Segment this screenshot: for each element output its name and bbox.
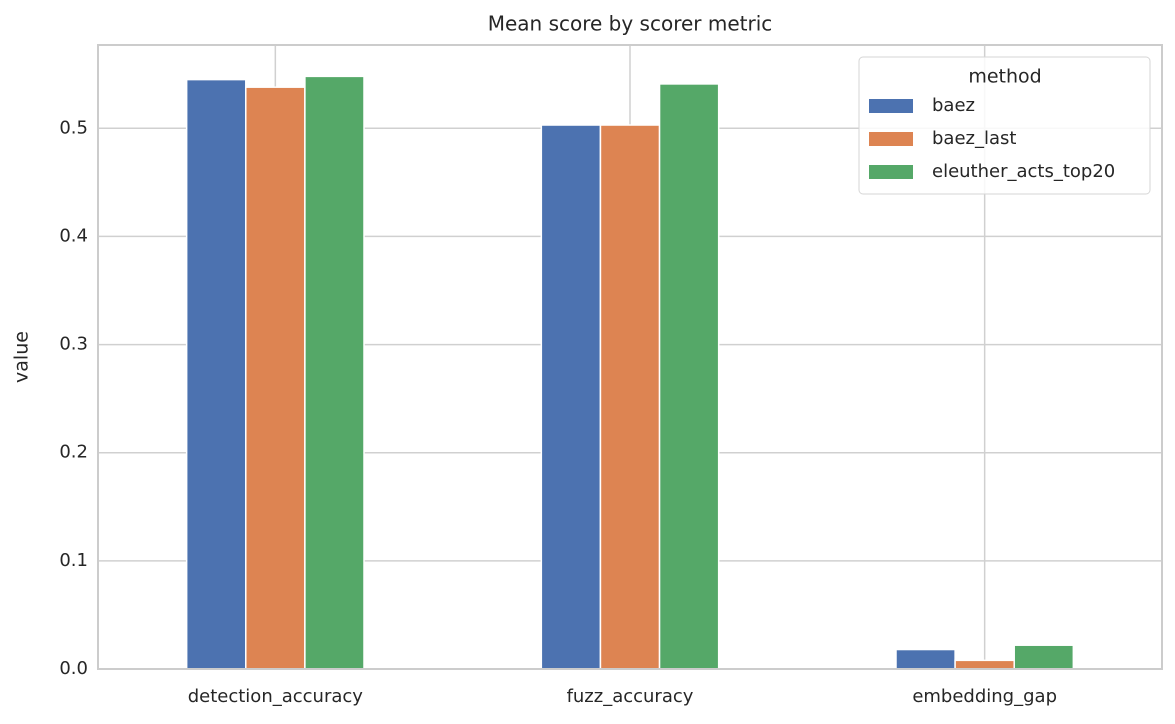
chart-title: Mean score by scorer metric <box>488 12 773 36</box>
legend: method baez baez_last eleuther_acts_top20 <box>858 56 1151 195</box>
bar <box>954 659 1015 670</box>
plot-frame <box>97 44 1163 670</box>
bar <box>185 78 247 670</box>
bar <box>540 124 602 670</box>
y-tick-label: 0.5 <box>59 117 88 138</box>
legend-label: eleuther_acts_top20 <box>932 161 1115 182</box>
legend-swatch <box>869 99 913 113</box>
bar <box>245 86 306 670</box>
legend-swatch <box>869 132 913 146</box>
bar <box>1013 644 1075 670</box>
x-tick-label: fuzz_accuracy <box>567 686 694 707</box>
y-tick-label: 0.0 <box>59 658 88 679</box>
bar <box>658 83 720 670</box>
y-axis-label: value <box>11 331 33 383</box>
y-tick-label: 0.3 <box>59 334 88 355</box>
y-tick-label: 0.2 <box>59 442 88 463</box>
x-tick-label: detection_accuracy <box>188 686 364 707</box>
bar <box>599 124 661 670</box>
bars <box>185 75 1075 670</box>
y-tick-label: 0.4 <box>59 225 88 246</box>
legend-label: baez_last <box>932 128 1016 149</box>
legend-swatch <box>869 165 913 179</box>
legend-label: baez <box>932 95 975 116</box>
y-tick-label: 0.1 <box>59 550 88 571</box>
bar <box>895 648 956 670</box>
x-tick-label: embedding_gap <box>912 686 1057 707</box>
bar <box>304 75 365 670</box>
legend-box <box>858 56 1151 195</box>
legend-title: method <box>968 66 1041 88</box>
